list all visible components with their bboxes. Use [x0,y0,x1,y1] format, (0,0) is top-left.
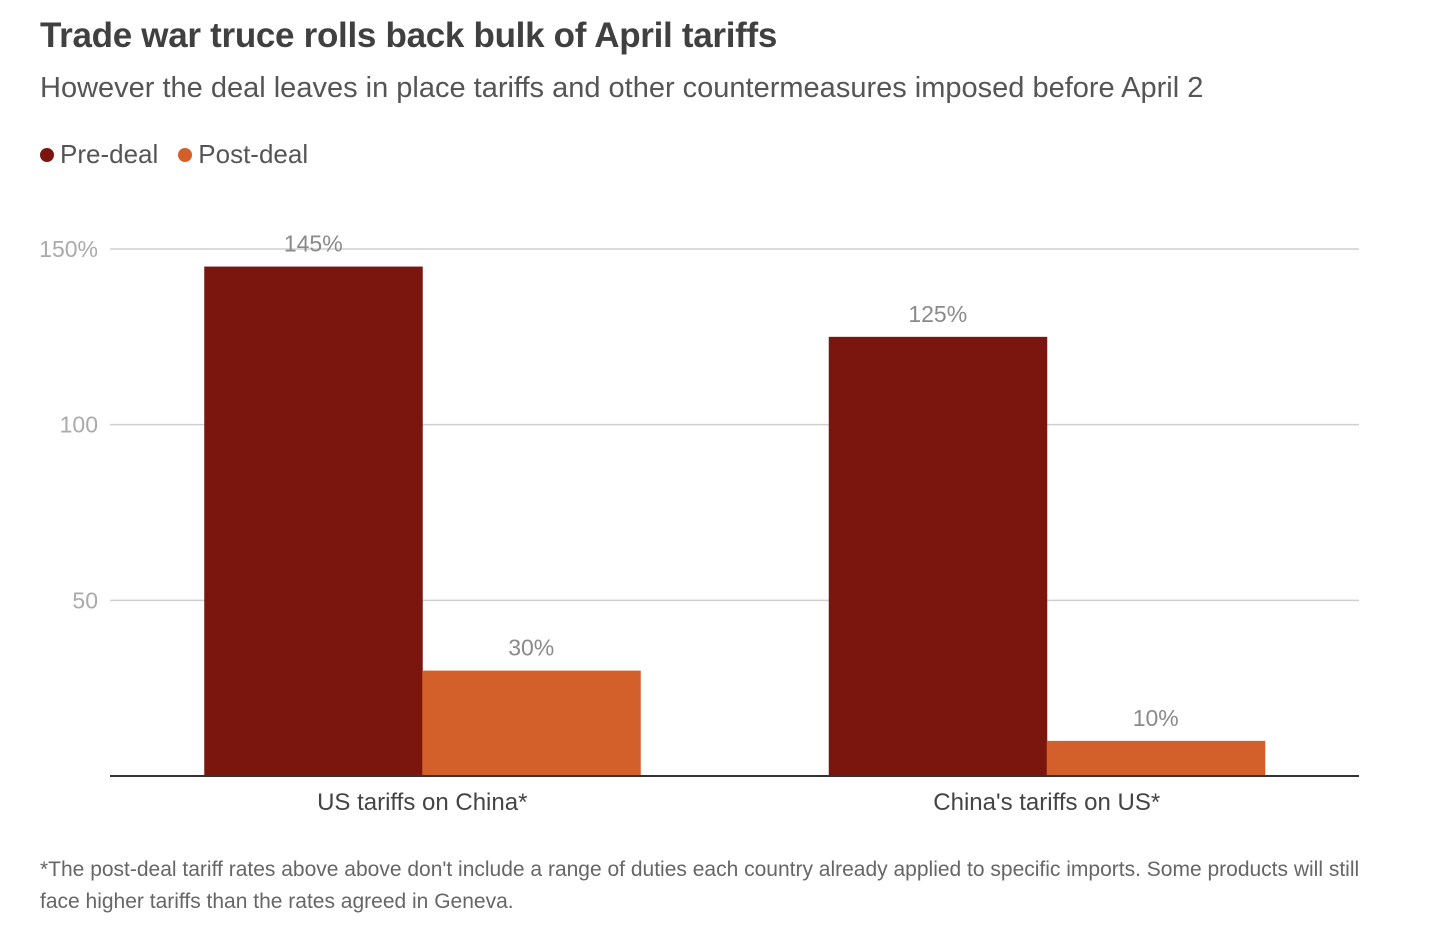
x-tick-label: US tariffs on China* [317,789,527,816]
data-label: 145% [284,231,343,257]
legend: Pre-deal Post-deal [40,139,328,170]
legend-label-pre-deal: Pre-deal [60,139,159,169]
legend-item-pre-deal: Pre-deal [40,139,158,170]
data-label: 125% [908,301,967,327]
legend-item-post-deal: Post-deal [178,139,308,170]
bar-pre-deal [204,266,423,776]
legend-label-post-deal: Post-deal [198,139,309,169]
y-tick-label: 150% [39,236,98,262]
data-label: 30% [508,635,554,661]
legend-swatch-pre-deal [40,147,54,162]
footnote: *The post-deal tariff rates above above … [40,858,1360,913]
bar-post-deal [422,670,641,776]
chart-title: Trade war truce rolls back bulk of April… [40,16,778,55]
legend-swatch-post-deal [178,147,193,162]
chart-subtitle: However the deal leaves in place tariffs… [40,72,1204,104]
data-label: 10% [1133,705,1179,731]
y-tick-label: 50 [72,587,98,613]
bar-post-deal [1046,740,1266,776]
y-tick-label: 100 [60,412,98,438]
bar-pre-deal [828,336,1048,776]
x-tick-label: China's tariffs on US* [933,789,1160,816]
